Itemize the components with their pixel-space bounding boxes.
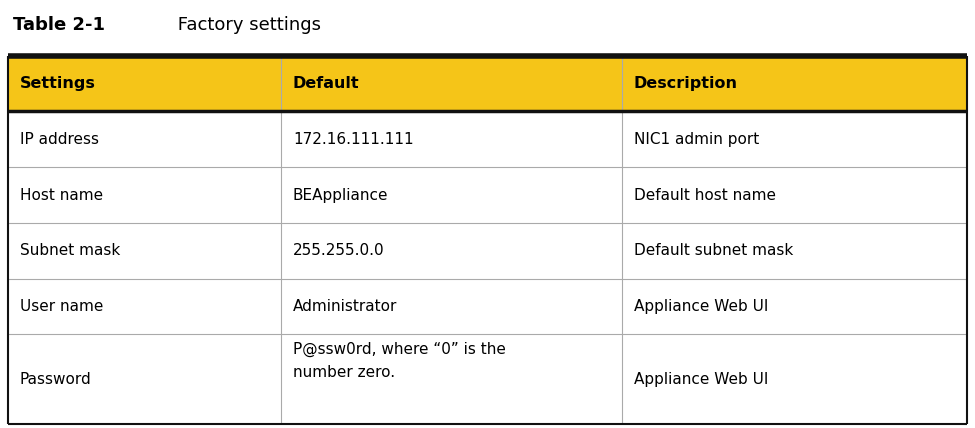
Text: P@ssw0rd, where “0” is the
number zero.: P@ssw0rd, where “0” is the number zero. — [292, 342, 506, 380]
Text: Password: Password — [20, 372, 92, 386]
Text: IP address: IP address — [20, 132, 98, 147]
Text: User name: User name — [20, 299, 103, 314]
Text: Appliance Web UI: Appliance Web UI — [634, 372, 768, 386]
Text: Settings: Settings — [20, 76, 96, 91]
Text: 255.255.0.0: 255.255.0.0 — [292, 244, 384, 259]
Text: Description: Description — [634, 76, 737, 91]
Bar — [8, 56, 967, 111]
Text: 172.16.111.111: 172.16.111.111 — [292, 132, 413, 147]
Text: Default: Default — [292, 76, 360, 91]
Text: Default host name: Default host name — [634, 187, 775, 202]
Text: Host name: Host name — [20, 187, 102, 202]
Text: Administrator: Administrator — [292, 299, 397, 314]
Text: NIC1 admin port: NIC1 admin port — [634, 132, 759, 147]
Text: Default subnet mask: Default subnet mask — [634, 244, 793, 259]
Text: Appliance Web UI: Appliance Web UI — [634, 299, 768, 314]
Text: BEAppliance: BEAppliance — [292, 187, 388, 202]
Text: Factory settings: Factory settings — [149, 15, 321, 34]
Text: Subnet mask: Subnet mask — [20, 244, 120, 259]
Text: Table 2-1: Table 2-1 — [13, 15, 104, 34]
